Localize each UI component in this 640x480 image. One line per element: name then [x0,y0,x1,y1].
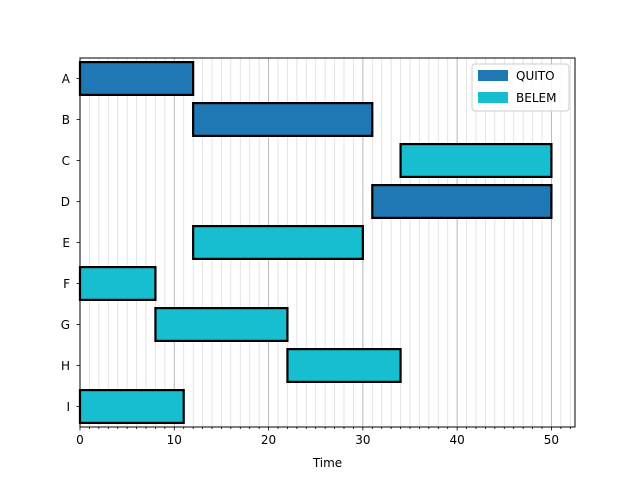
x-tick-label: 20 [261,433,276,447]
task-bar-a [78,60,195,96]
task-bar-c [399,143,553,179]
y-tick-label: B [62,113,70,127]
task-bar-i [78,389,185,425]
y-tick-label: G [61,318,70,332]
legend-swatch-belem [478,92,508,103]
x-axis-title: Time [312,456,342,470]
y-tick-label: E [62,236,70,250]
y-tick-label: H [61,359,70,373]
legend: QUITO BELEM [471,63,570,112]
legend-label-quito: QUITO [516,69,555,83]
y-tick-label: D [61,195,70,209]
legend-swatch-quito [478,70,508,81]
task-bars [78,60,553,425]
x-axis: 0 10 20 30 40 50 [76,427,571,447]
task-bar-b [192,101,374,137]
x-tick-label: 50 [544,433,559,447]
y-tick-label: I [66,400,70,414]
y-tick-label: F [63,277,70,291]
task-bar-g [154,307,289,343]
x-tick-label: 10 [167,433,182,447]
x-tick-label: 30 [355,433,370,447]
task-bar-d [371,184,553,220]
x-tick-label: 40 [450,433,465,447]
task-bar-e [192,225,364,261]
task-bar-f [78,266,157,302]
legend-label-belem: BELEM [516,91,556,105]
x-tick-label: 0 [76,433,84,447]
y-tick-label: C [62,154,70,168]
task-bar-h [286,348,402,384]
y-tick-label: A [62,72,71,86]
y-axis: A B C D E F G H I [61,72,80,414]
